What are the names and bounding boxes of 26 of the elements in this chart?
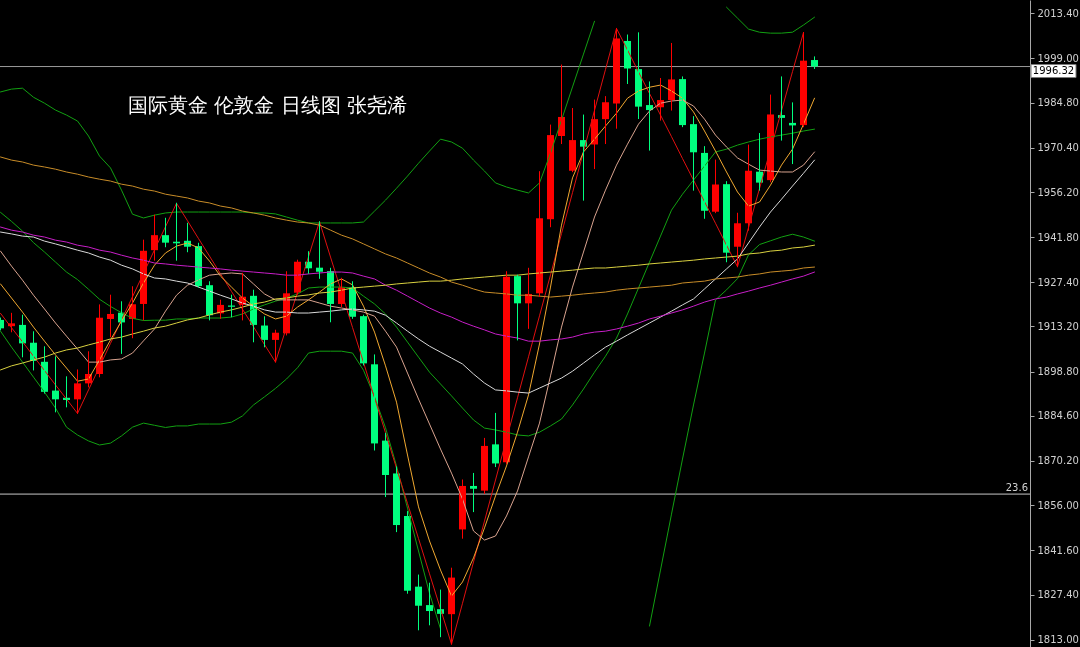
y-tick-label: 1999.00 (1037, 52, 1079, 64)
y-tick-label: 1870.20 (1037, 455, 1079, 467)
ref-line-label: 1996.32 (1032, 65, 1075, 77)
y-tick-label: 1941.80 (1037, 231, 1079, 243)
line-series (0, 226, 815, 342)
annotation: 23.6 (1005, 482, 1028, 494)
candlestick (811, 56, 818, 69)
line-series (0, 244, 815, 371)
text: 国际黄金 伦敦金 日线图 张尧浠 (128, 93, 408, 117)
candlestick (470, 472, 477, 513)
y-tick-label: 1827.40 (1037, 589, 1079, 601)
y-tick-label: 1956.20 (1037, 186, 1079, 198)
y-tick-label: 1898.80 (1037, 366, 1079, 377)
y-tick-label: 1813.00 (1037, 634, 1079, 646)
line-series (0, 128, 815, 437)
line-series (0, 159, 815, 394)
y-tick-label: 1913.20 (1037, 320, 1079, 332)
line-series (0, 27, 804, 645)
y-tick-label: 1841.60 (1037, 544, 1079, 556)
candlestick (162, 217, 169, 248)
y-tick-label: 1927.40 (1037, 276, 1079, 288)
y-tick-label: 1970.40 (1037, 142, 1079, 154)
y-tick-label: 1856.00 (1037, 499, 1079, 511)
y-tick-label: 1884.60 (1037, 410, 1079, 422)
y-tick-label: 1984.80 (1037, 97, 1079, 109)
y-tick-label: 2013.40 (1037, 7, 1079, 19)
